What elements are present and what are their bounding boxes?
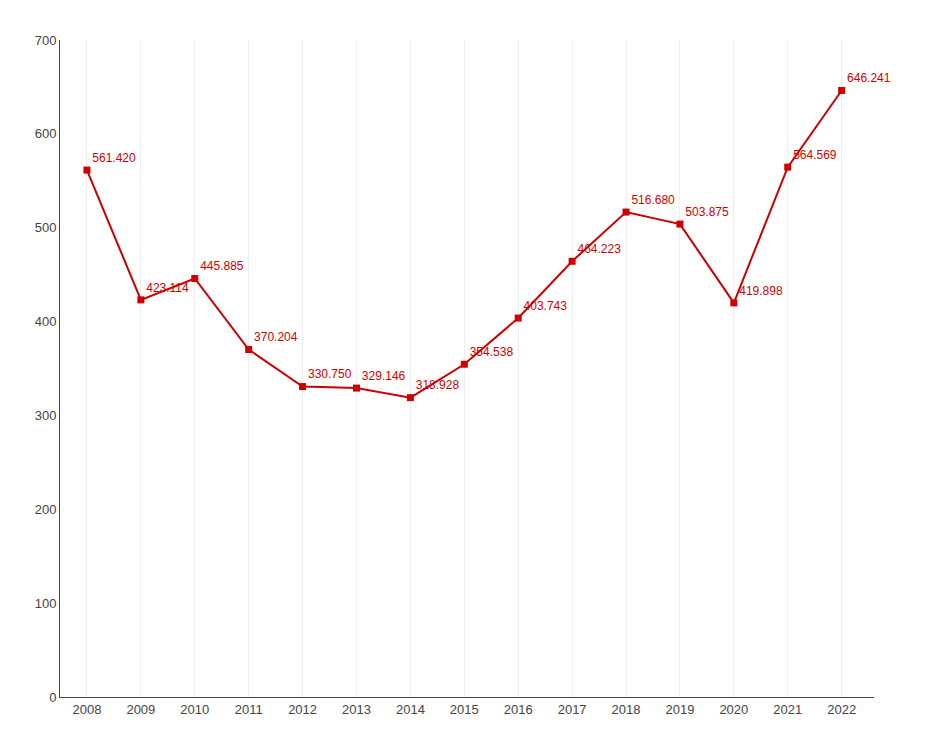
svg-text:2011: 2011 (235, 702, 263, 717)
svg-text:2014: 2014 (396, 702, 425, 717)
svg-text:2018: 2018 (612, 702, 641, 717)
svg-text:445.885: 445.885 (200, 259, 244, 273)
svg-text:2009: 2009 (126, 702, 155, 717)
svg-text:2008: 2008 (72, 702, 101, 717)
svg-text:354.538: 354.538 (470, 345, 514, 359)
svg-text:318.928: 318.928 (416, 378, 460, 392)
svg-text:419.898: 419.898 (739, 284, 783, 298)
svg-text:0: 0 (49, 690, 56, 705)
svg-text:400: 400 (35, 314, 57, 329)
svg-text:600: 600 (35, 126, 57, 141)
svg-text:561.420: 561.420 (92, 151, 136, 165)
svg-text:564.569: 564.569 (793, 148, 837, 162)
svg-text:2013: 2013 (342, 702, 371, 717)
svg-text:2010: 2010 (180, 702, 209, 717)
svg-text:2015: 2015 (450, 702, 479, 717)
svg-text:464.223: 464.223 (577, 242, 621, 256)
svg-text:2017: 2017 (558, 702, 587, 717)
svg-text:329.146: 329.146 (362, 369, 406, 383)
svg-text:503.875: 503.875 (685, 205, 729, 219)
svg-text:2012: 2012 (288, 702, 317, 717)
svg-text:2021: 2021 (773, 702, 802, 717)
svg-text:423.114: 423.114 (146, 281, 189, 295)
svg-text:2020: 2020 (719, 702, 748, 717)
svg-text:330.750: 330.750 (308, 367, 352, 381)
svg-text:2019: 2019 (665, 702, 694, 717)
svg-text:370.204: 370.204 (254, 330, 298, 344)
svg-text:2022: 2022 (827, 702, 856, 717)
svg-text:700: 700 (35, 33, 57, 48)
svg-text:100: 100 (35, 596, 57, 611)
svg-text:516.680: 516.680 (631, 193, 675, 207)
svg-text:403.743: 403.743 (524, 299, 568, 313)
svg-text:500: 500 (35, 220, 57, 235)
svg-text:200: 200 (35, 502, 57, 517)
svg-text:2016: 2016 (504, 702, 533, 717)
svg-text:646.241: 646.241 (847, 71, 891, 85)
svg-text:300: 300 (35, 408, 57, 423)
